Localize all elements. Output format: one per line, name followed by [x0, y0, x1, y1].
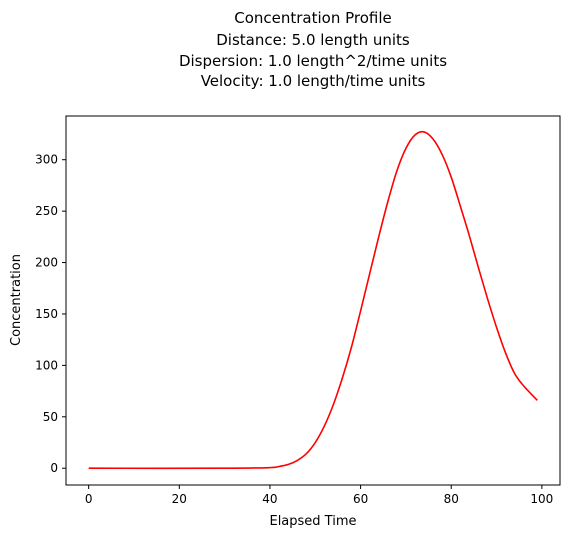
plot-area-frame — [65, 115, 561, 486]
x-tick-label: 20 — [172, 492, 187, 506]
y-tick-label: 250 — [35, 204, 58, 218]
y-axis-label: Concentration — [9, 254, 24, 346]
x-tick-label: 0 — [85, 492, 93, 506]
x-tick-label: 80 — [444, 492, 459, 506]
chart-title-line-3: Dispersion: 1.0 length^2/time units — [179, 52, 447, 70]
x-tick-label: 40 — [262, 492, 277, 506]
y-tick-label: 150 — [35, 307, 58, 321]
chart-title-line-4: Velocity: 1.0 length/time units — [201, 72, 426, 90]
y-tick-label: 50 — [43, 410, 58, 424]
x-axis-label: Elapsed Time — [269, 514, 356, 529]
x-tick-label: 60 — [353, 492, 368, 506]
chart-title-line-1: Concentration Profile — [234, 9, 392, 27]
y-tick-label: 0 — [50, 461, 58, 475]
y-tick-label: 200 — [35, 256, 58, 270]
concentration-series-line — [88, 130, 538, 470]
y-tick-label: 100 — [35, 358, 58, 372]
x-axis-ticks: 0 20 40 60 80 100 — [85, 485, 553, 506]
x-tick-label: 100 — [530, 492, 553, 506]
chart-title-line-2: Distance: 5.0 length units — [216, 31, 410, 49]
y-tick-label: 300 — [35, 153, 58, 167]
y-axis-ticks: 0 50 100 150 200 250 300 — [35, 153, 66, 475]
